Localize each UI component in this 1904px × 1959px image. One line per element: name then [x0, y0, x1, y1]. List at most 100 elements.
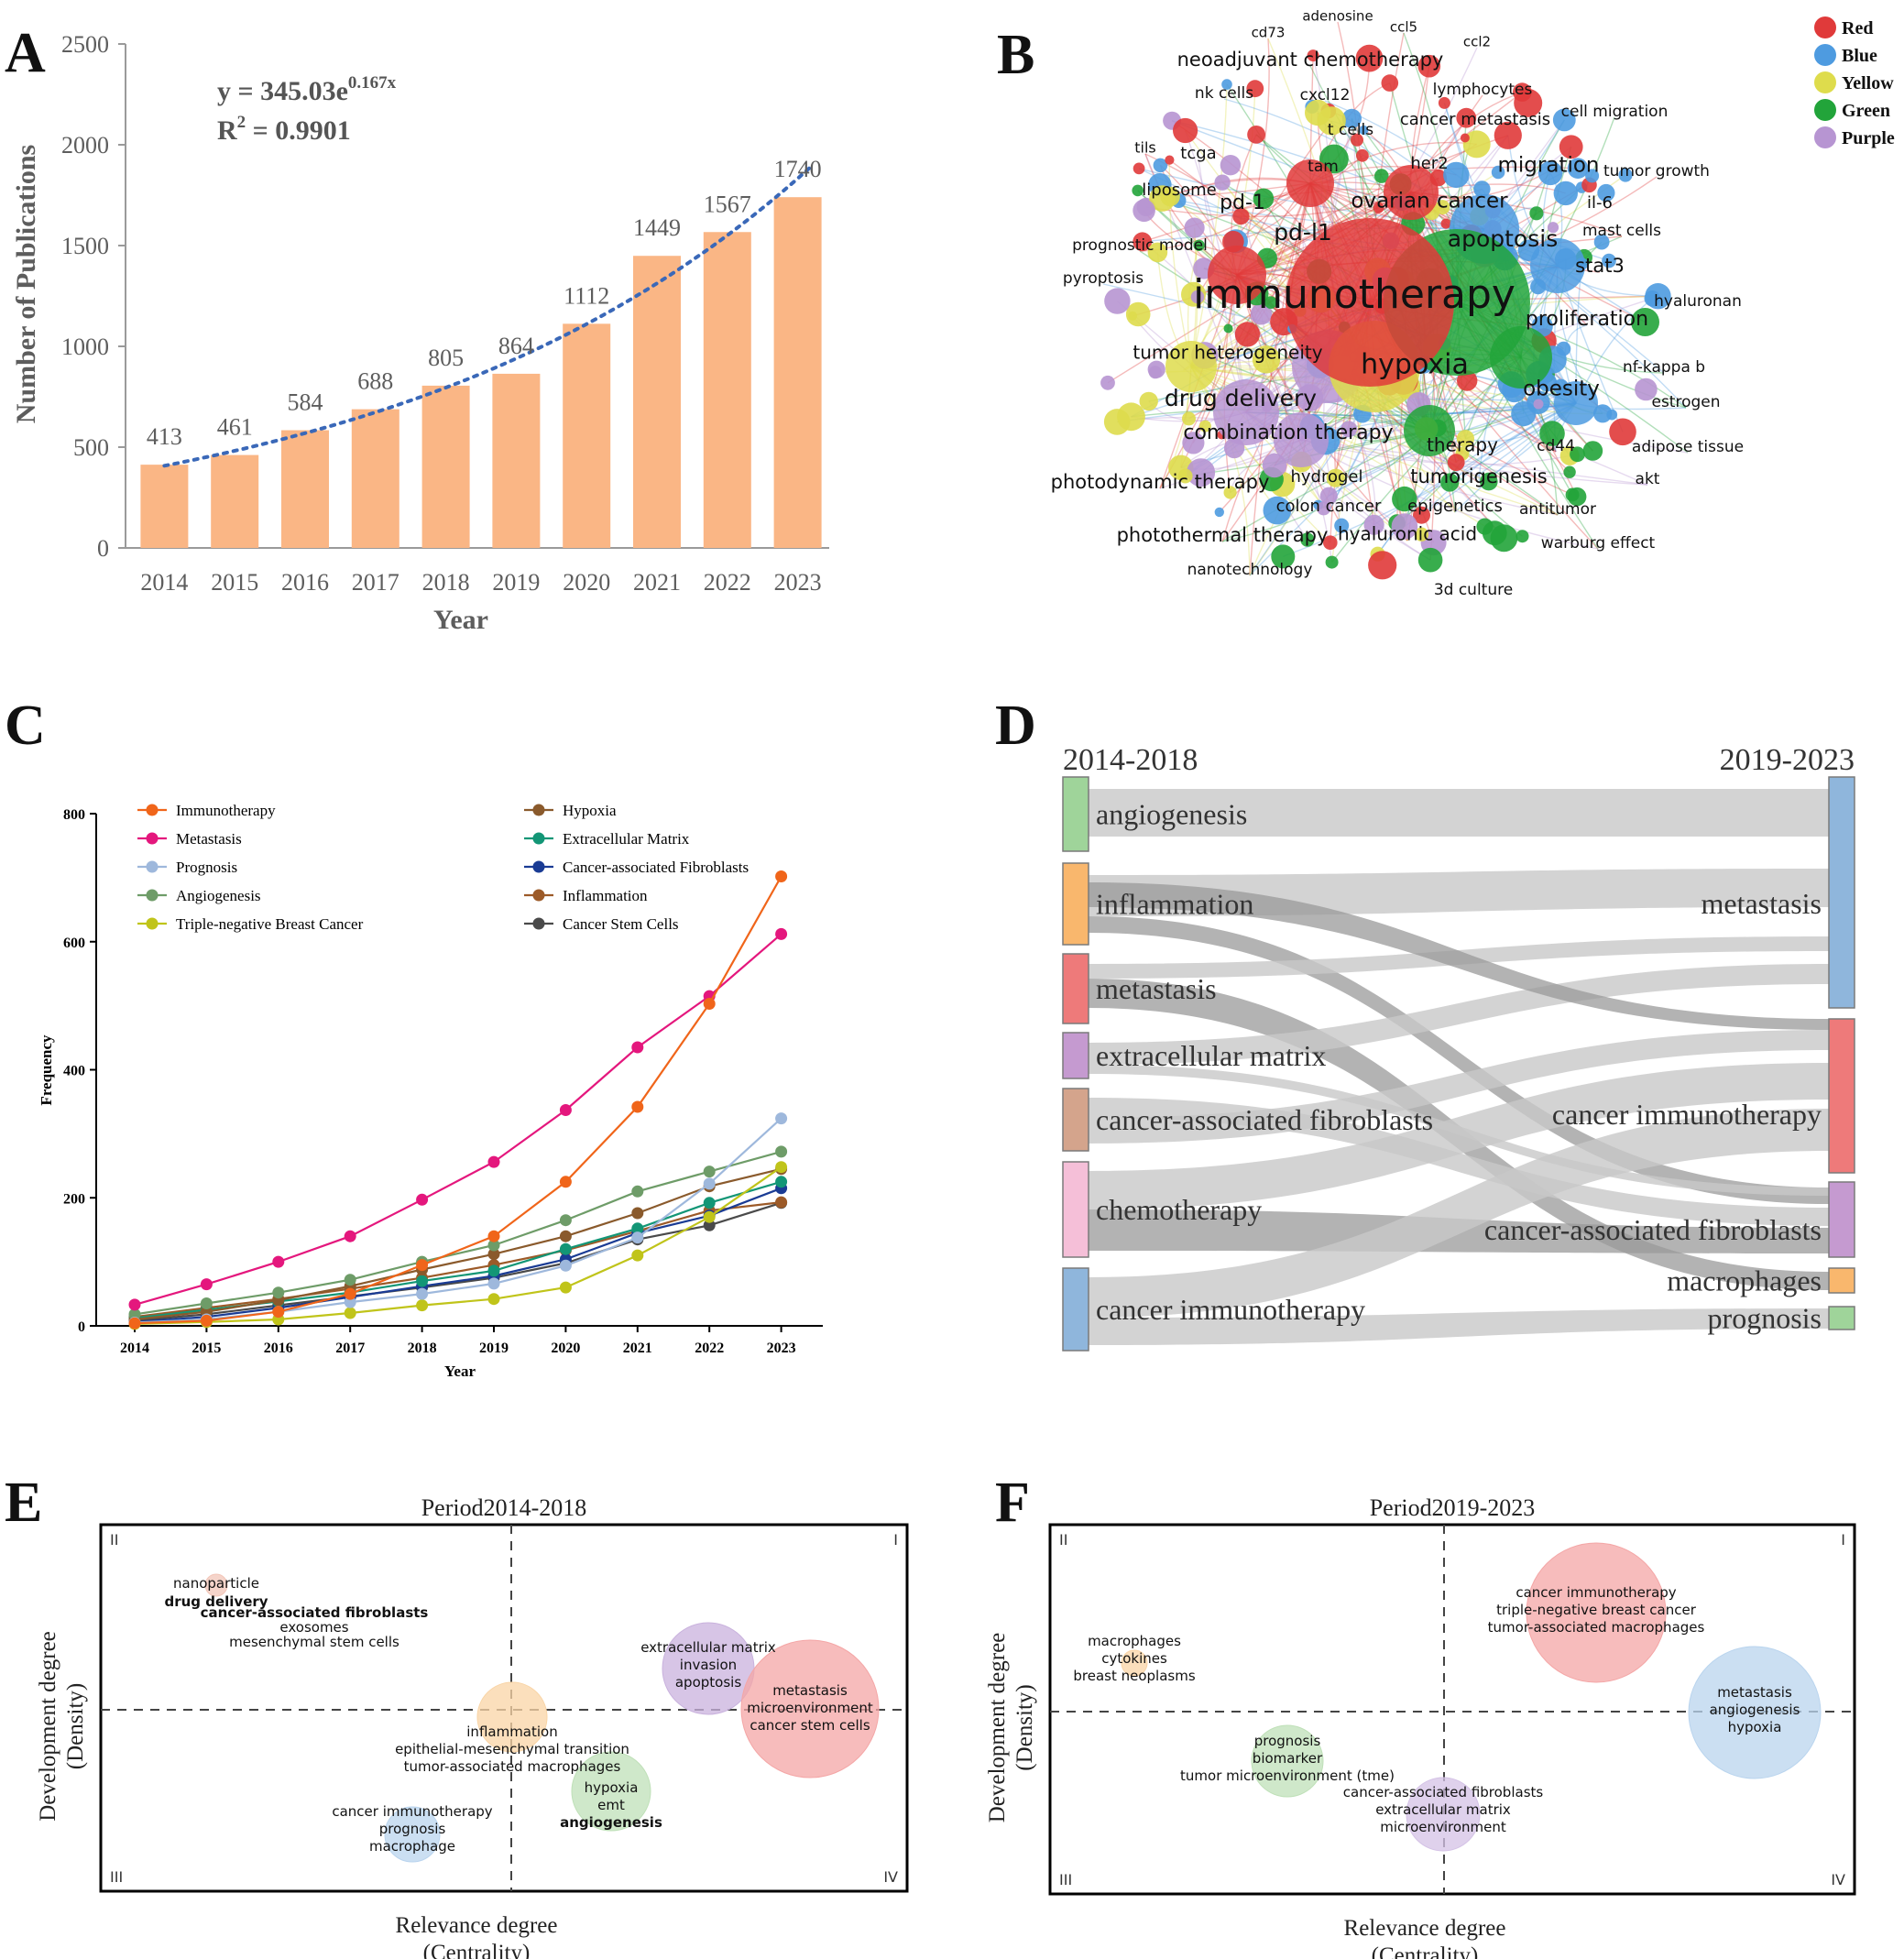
- a-ytick-label: 0: [97, 535, 109, 562]
- d-left-node-label: chemotherapy: [1096, 1193, 1262, 1226]
- a-y-axis-label: Number of Publications: [11, 145, 41, 423]
- f-x-axis-label: Relevance degree: [1344, 1916, 1506, 1941]
- c-legend-marker-metastasis: [146, 832, 159, 845]
- c-point-triple-negative-breast-cancer: [631, 1249, 644, 1262]
- b-keyword-label: cd73: [1252, 25, 1286, 41]
- c-legend-label: Hypoxia: [563, 802, 617, 819]
- a-xtick-label: 2018: [422, 569, 470, 596]
- c-point-prognosis: [631, 1231, 644, 1244]
- d-flow-angiogenesis-to-metastasis: [1089, 789, 1829, 837]
- a-r2-sup: 2: [237, 113, 246, 132]
- b-network-node: [1438, 96, 1450, 109]
- f-quadrant-label: III: [1059, 1871, 1072, 1888]
- c-point-angiogenesis: [128, 1308, 141, 1320]
- b-keyword-label: akt: [1636, 470, 1660, 488]
- e-cluster-label: angiogenesis: [560, 1814, 662, 1831]
- a-ytick-label: 500: [73, 434, 109, 461]
- c-point-immunotherapy: [775, 870, 788, 882]
- b-keyword-label: prognostic model: [1072, 236, 1208, 255]
- b-network-node: [1473, 181, 1491, 198]
- e-cluster-label: exosomes: [279, 1619, 348, 1636]
- d-left-node-label: angiogenesis: [1096, 798, 1247, 831]
- c-y-axis-label: Frequency: [38, 1034, 55, 1106]
- c-xtick-label: 2021: [623, 1341, 652, 1356]
- b-network-node: [1559, 135, 1583, 159]
- b-network-node: [1165, 155, 1175, 165]
- c-point-angiogenesis: [344, 1274, 356, 1286]
- d-flow-extracellular-matrix-to-cancer-associated-fibroblasts: [1089, 1065, 1829, 1196]
- d-left-node-chemotherapy: [1062, 1161, 1089, 1258]
- b-keyword-label: stat3: [1575, 255, 1625, 277]
- b-network-node: [1552, 108, 1576, 132]
- b-network-node: [1609, 418, 1636, 446]
- b-network-node: [1263, 496, 1292, 525]
- b-network-hub-node: [1404, 405, 1455, 456]
- c-xtick-label: 2018: [408, 1341, 437, 1356]
- b-network-node: [1440, 473, 1460, 492]
- c-legend-marker-inflammation: [532, 889, 545, 902]
- b-network-hub-node: [1213, 379, 1279, 445]
- b-network-hub-node: [1165, 341, 1217, 392]
- a-bar-value-label: 864: [498, 333, 534, 359]
- d-left-node-metastasis: [1062, 953, 1089, 1024]
- b-network-node: [1516, 530, 1529, 543]
- d-left-node-inflammation: [1062, 862, 1089, 946]
- a-xtick-label: 2022: [704, 569, 751, 596]
- b-network-node: [1247, 126, 1265, 144]
- f-cluster-label: breast neoplasms: [1073, 1668, 1195, 1684]
- a-bar-2018: [421, 385, 470, 548]
- a-bar-value-label: 1740: [774, 156, 822, 182]
- c-point-metastasis: [128, 1298, 141, 1311]
- c-legend-marker-angiogenesis: [146, 889, 159, 902]
- f-cluster-label: microenvironment: [1380, 1819, 1506, 1835]
- c-legend-marker-triple-negative-breast-cancer: [146, 917, 159, 930]
- b-network-node: [1585, 169, 1600, 183]
- b-keyword-label: ccl2: [1463, 34, 1491, 50]
- a-bar-value-label: 805: [428, 345, 464, 371]
- a-bar-2016: [281, 430, 329, 548]
- c-point-extracellular-matrix: [631, 1222, 644, 1235]
- a-bar-value-label: 1567: [704, 191, 751, 217]
- b-keyword-label: tumorigenesis: [1410, 465, 1548, 487]
- panel-letter-f: F: [995, 1472, 1030, 1534]
- b-keyword-label: cd44: [1537, 437, 1575, 455]
- b-network-hub-node: [1530, 238, 1585, 293]
- d-flow-extracellular-matrix-to-metastasis: [1089, 964, 1829, 1065]
- c-point-triple-negative-breast-cancer: [559, 1281, 572, 1294]
- d-right-node-label: macrophages: [1667, 1264, 1822, 1297]
- e-cluster-label: emt: [597, 1797, 625, 1813]
- a-x-axis-label: Year: [433, 605, 488, 635]
- f-cluster-label: cytokines: [1101, 1650, 1167, 1667]
- b-network-node: [1368, 551, 1397, 580]
- c-point-triple-negative-breast-cancer: [416, 1299, 429, 1312]
- b-network-node: [1264, 296, 1277, 309]
- c-legend-marker-hypoxia: [532, 804, 545, 816]
- c-xtick-label: 2019: [479, 1341, 509, 1356]
- panel-d-sankey: 2014-2018 2019-2023 angiogenesis inflamma…: [1062, 743, 1855, 1352]
- b-network-node: [1104, 288, 1131, 314]
- b-network-node: [1326, 468, 1345, 487]
- b-network-node: [1214, 174, 1231, 191]
- b-network-node: [1593, 234, 1610, 250]
- a-xtick-label: 2019: [492, 569, 540, 596]
- c-xtick-label: 2023: [767, 1341, 796, 1356]
- b-network-node: [1262, 453, 1287, 478]
- b-keyword-label: 3d culture: [1434, 581, 1513, 599]
- b-network-node: [1374, 169, 1389, 183]
- c-series-line-angiogenesis: [134, 1150, 782, 1316]
- c-point-immunotherapy: [703, 998, 716, 1010]
- b-network-node: [1381, 74, 1399, 92]
- b-network-edge: [1190, 366, 1331, 543]
- b-network-edge: [1221, 430, 1430, 542]
- d-nodes: angiogenesis inflammation metastasis extrac…: [1062, 776, 1855, 1352]
- b-legend-swatch-yellow: [1814, 71, 1836, 93]
- c-point-triple-negative-breast-cancer: [775, 1161, 788, 1174]
- c-point-extracellular-matrix: [775, 1176, 788, 1188]
- c-point-triple-negative-breast-cancer: [487, 1293, 500, 1306]
- e-cluster-bubble: [571, 1751, 651, 1832]
- c-point-triple-negative-breast-cancer: [703, 1210, 716, 1223]
- b-network-node: [1323, 535, 1338, 550]
- c-legend-marker-cancer-stem-cells: [532, 917, 545, 930]
